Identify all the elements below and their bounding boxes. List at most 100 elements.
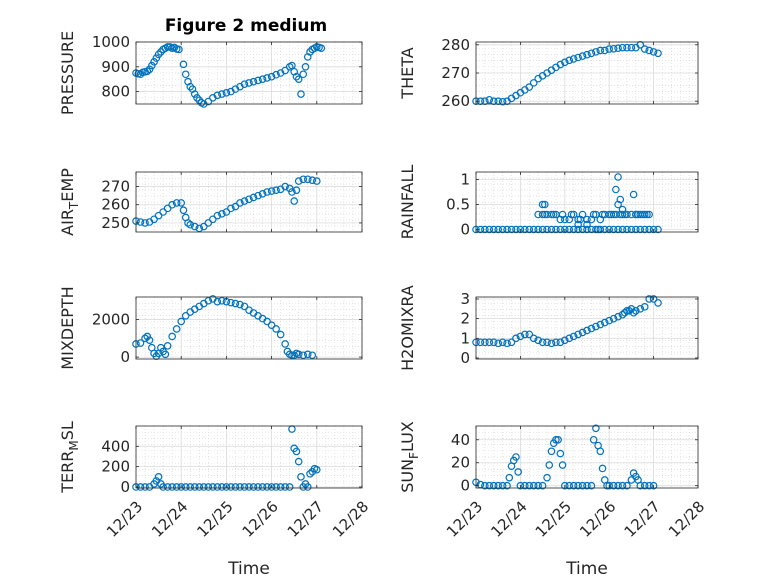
data-point — [163, 204, 172, 213]
data-point — [218, 296, 226, 305]
data-point — [258, 190, 267, 198]
y-tick-label: 2 — [460, 310, 470, 328]
axes-box — [135, 171, 363, 233]
data-point — [525, 83, 534, 91]
y-tick-label: 20 — [451, 454, 470, 472]
data-point — [645, 225, 653, 234]
data-point — [547, 210, 556, 219]
data-point — [512, 453, 520, 461]
data-point — [596, 46, 605, 55]
data-point — [640, 303, 649, 311]
y-axis-label-main: MIXDEPTH — [58, 286, 77, 369]
data-point — [587, 49, 596, 58]
data-point — [569, 55, 578, 63]
axes-box — [135, 296, 363, 360]
data-point — [218, 483, 226, 491]
data-point — [605, 316, 614, 325]
data-point — [614, 225, 622, 234]
y-tick-label: 0.5 — [446, 196, 470, 214]
data-point — [159, 483, 167, 491]
data-point — [288, 188, 296, 196]
data-point — [209, 483, 217, 491]
y-tick-label: 0 — [120, 348, 130, 366]
data-point — [494, 339, 503, 348]
data-point — [607, 210, 616, 219]
data-point — [294, 457, 303, 466]
data-point — [290, 351, 299, 360]
data-point — [583, 220, 591, 229]
data-point — [172, 325, 181, 333]
data-point — [184, 219, 192, 227]
data-point — [204, 296, 213, 305]
data-point — [222, 483, 231, 491]
data-point — [578, 328, 587, 337]
data-point — [592, 424, 600, 433]
data-point — [272, 186, 280, 194]
data-point — [222, 89, 231, 97]
data-point — [292, 72, 301, 81]
data-point — [521, 330, 529, 339]
data-point — [640, 225, 649, 234]
data-point — [547, 225, 556, 234]
subplot-1: 800 900 1000 PRESSURE — [58, 31, 363, 115]
axes-box — [135, 41, 363, 105]
data-point — [645, 481, 653, 490]
data-point — [529, 481, 538, 490]
data-point — [649, 48, 658, 56]
data-point — [227, 483, 235, 491]
y-axis-label-tail: SL — [58, 421, 77, 440]
y-tick-label: 1000 — [92, 33, 130, 51]
data-point — [245, 483, 253, 491]
data-point — [541, 200, 549, 209]
data-point — [583, 326, 591, 335]
data-point — [503, 225, 511, 234]
data-point — [556, 338, 565, 347]
data-point — [299, 351, 308, 360]
data-point — [179, 60, 188, 69]
y-axis-label: AIRTEMP — [58, 168, 81, 236]
data-point — [574, 225, 582, 234]
subplot-2: 260 270 280 THETA — [398, 36, 699, 110]
y-axis-label-main: PRESSURE — [58, 31, 77, 115]
data-point — [516, 332, 525, 341]
y-tick-label: 400 — [101, 437, 130, 455]
data-point — [209, 215, 217, 224]
data-point — [494, 481, 503, 490]
y-tick-label: 270 — [441, 64, 470, 82]
data-point — [516, 481, 525, 490]
data-point — [213, 297, 222, 306]
data-point — [301, 63, 310, 71]
data-point — [267, 483, 276, 491]
data-point — [190, 90, 199, 98]
data-point — [649, 295, 658, 303]
data-point — [181, 311, 190, 320]
y-axis-label: TERRMSL — [58, 421, 81, 494]
data-point — [143, 332, 152, 341]
data-point — [148, 61, 156, 70]
data-point — [485, 338, 494, 347]
y-tick-label: 1 — [460, 329, 470, 347]
data-point — [654, 49, 662, 58]
data-point — [150, 215, 158, 224]
data-point — [587, 481, 596, 490]
data-point — [186, 483, 195, 491]
y-axis-label: H2OMIXRA — [398, 285, 417, 371]
y-axis-label-main: RAINFALL — [398, 165, 417, 240]
data-point — [614, 481, 622, 490]
data-point — [245, 79, 253, 87]
data-point — [605, 481, 614, 490]
data-point — [538, 200, 547, 209]
data-point — [505, 473, 514, 482]
y-tick-label: 0 — [460, 477, 470, 495]
y-axis-label-subscript: T — [67, 201, 81, 210]
data-point — [618, 310, 627, 319]
data-point — [547, 339, 556, 348]
data-point — [640, 481, 649, 490]
data-point — [565, 334, 574, 343]
y-axis-label-main: SUN — [398, 459, 417, 493]
data-point — [172, 199, 181, 207]
data-point — [245, 195, 253, 204]
data-point — [498, 225, 507, 234]
data-point — [285, 483, 294, 491]
data-point — [649, 225, 658, 234]
